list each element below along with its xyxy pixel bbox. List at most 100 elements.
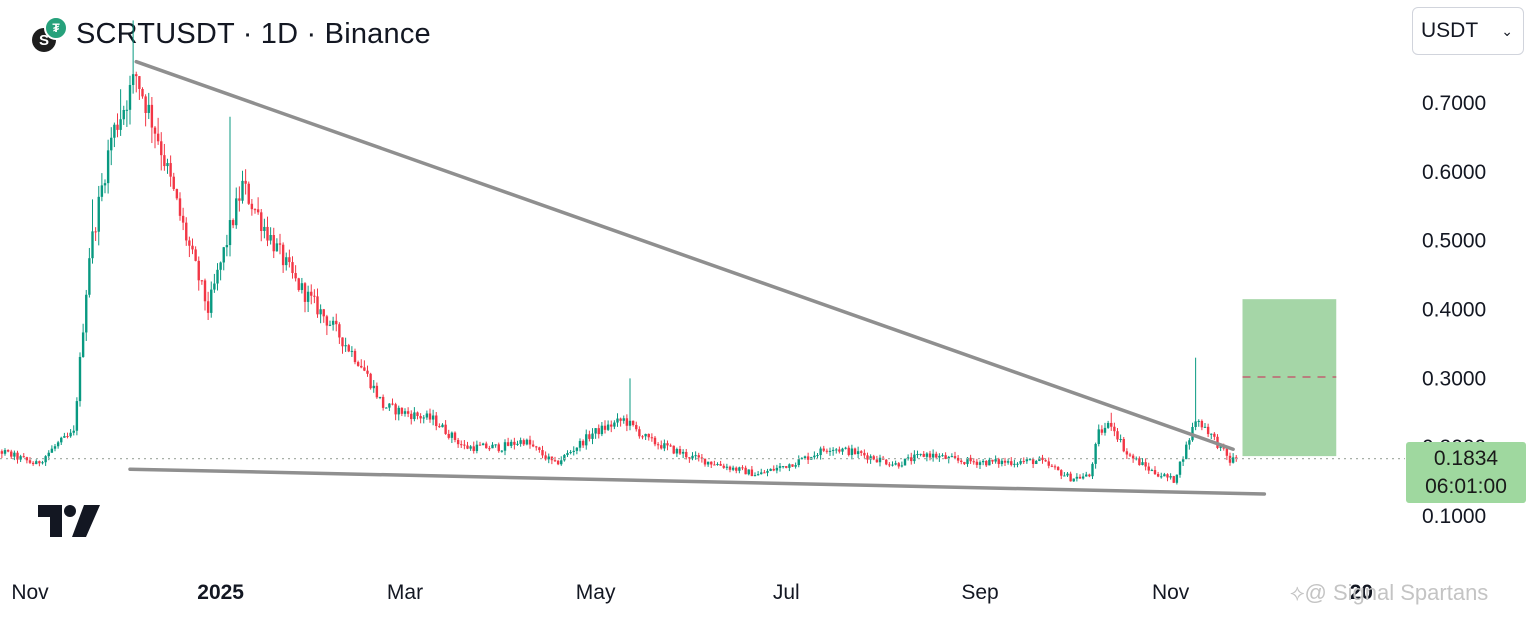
candle — [63, 432, 66, 438]
candle-body — [563, 455, 566, 461]
candle — [200, 279, 204, 285]
candle-body — [685, 451, 688, 458]
candle-body — [425, 413, 429, 418]
candle — [560, 456, 563, 466]
candle-body — [166, 163, 169, 167]
candle-body — [897, 463, 900, 467]
candle-body — [694, 455, 697, 457]
candle — [1191, 422, 1194, 442]
candle-body — [428, 413, 432, 420]
candle-body — [819, 448, 822, 456]
time-axis[interactable]: Nov 2025 Mar May Jul Sep Nov 20 — [11, 581, 1373, 604]
candle-body — [656, 444, 660, 446]
candle-body — [203, 280, 207, 302]
candle-body — [928, 453, 932, 458]
candle-body — [235, 198, 238, 226]
candle — [816, 453, 819, 459]
candle — [331, 316, 335, 331]
candle-body — [594, 428, 597, 434]
candle-body — [525, 439, 529, 445]
candle — [419, 413, 422, 424]
candle-body — [156, 133, 160, 142]
candle-body — [191, 245, 194, 250]
candle — [344, 337, 347, 352]
candle — [1231, 453, 1235, 464]
symbol-title[interactable]: SCRTUSDT · 1D · Binance — [76, 17, 431, 50]
flat-support-line[interactable] — [128, 467, 1267, 496]
candle-body — [213, 283, 216, 290]
candle — [1138, 456, 1141, 466]
candle-body — [503, 442, 507, 451]
tether-coin-icon: ₮ — [44, 16, 68, 40]
candle — [294, 265, 297, 282]
candle — [328, 320, 332, 327]
candle — [113, 122, 116, 148]
candle-body — [225, 245, 229, 248]
candle-body — [903, 458, 907, 466]
candle — [1116, 427, 1119, 442]
candle — [706, 461, 710, 467]
candle-body — [3, 450, 7, 454]
candle — [628, 378, 632, 431]
candle — [1016, 462, 1019, 468]
candle-body — [25, 457, 29, 461]
candle-body — [369, 373, 372, 389]
candle-body — [319, 309, 322, 315]
candle — [663, 439, 666, 452]
descending-resistance-line[interactable] — [134, 59, 1235, 451]
candle — [635, 421, 638, 432]
candle — [775, 464, 779, 474]
candle-body — [444, 424, 447, 434]
candle — [550, 456, 554, 465]
currency-dropdown[interactable]: USDT ⌄ — [1412, 7, 1524, 55]
candle — [1147, 462, 1150, 474]
candle-body — [231, 220, 235, 226]
candle — [13, 450, 16, 461]
candle-body — [738, 467, 741, 471]
candle-body — [247, 183, 250, 204]
candle — [856, 446, 860, 459]
candle-body — [944, 455, 947, 459]
candle-body — [463, 444, 466, 446]
candle — [106, 139, 110, 194]
candle-body — [613, 422, 616, 427]
candle — [1078, 474, 1082, 479]
candle-body — [1053, 466, 1057, 468]
candle — [894, 460, 897, 466]
candle — [1178, 461, 1182, 478]
candle-body — [766, 470, 769, 473]
candle — [185, 217, 188, 246]
candle — [1041, 454, 1044, 464]
candle-body — [350, 350, 354, 352]
candle-body — [706, 461, 710, 465]
candle-body — [850, 448, 854, 455]
candle-body — [81, 332, 85, 357]
candle — [853, 447, 857, 455]
candle-body — [1019, 461, 1022, 464]
candle-body — [1060, 470, 1063, 476]
candle-body — [488, 448, 491, 450]
candle-body — [94, 231, 97, 233]
candle — [797, 455, 800, 468]
candle — [513, 437, 516, 450]
candle — [244, 169, 247, 195]
candle-body — [1231, 457, 1235, 463]
last-price-label: 0.1834 06:01:00 — [1406, 442, 1526, 503]
candle-body — [375, 385, 379, 398]
candle — [313, 289, 316, 304]
candle — [69, 429, 72, 438]
candle-body — [1200, 420, 1204, 428]
candle-body — [128, 85, 132, 110]
candle-body — [306, 291, 310, 302]
candle — [119, 89, 122, 136]
candle — [553, 456, 557, 463]
candle — [231, 218, 235, 229]
candle-body — [988, 459, 991, 466]
candle-body — [210, 289, 213, 313]
candle-body — [885, 459, 888, 465]
candle-body — [953, 456, 957, 458]
candle — [85, 289, 88, 341]
candle — [135, 71, 138, 93]
candle-body — [1013, 463, 1016, 465]
